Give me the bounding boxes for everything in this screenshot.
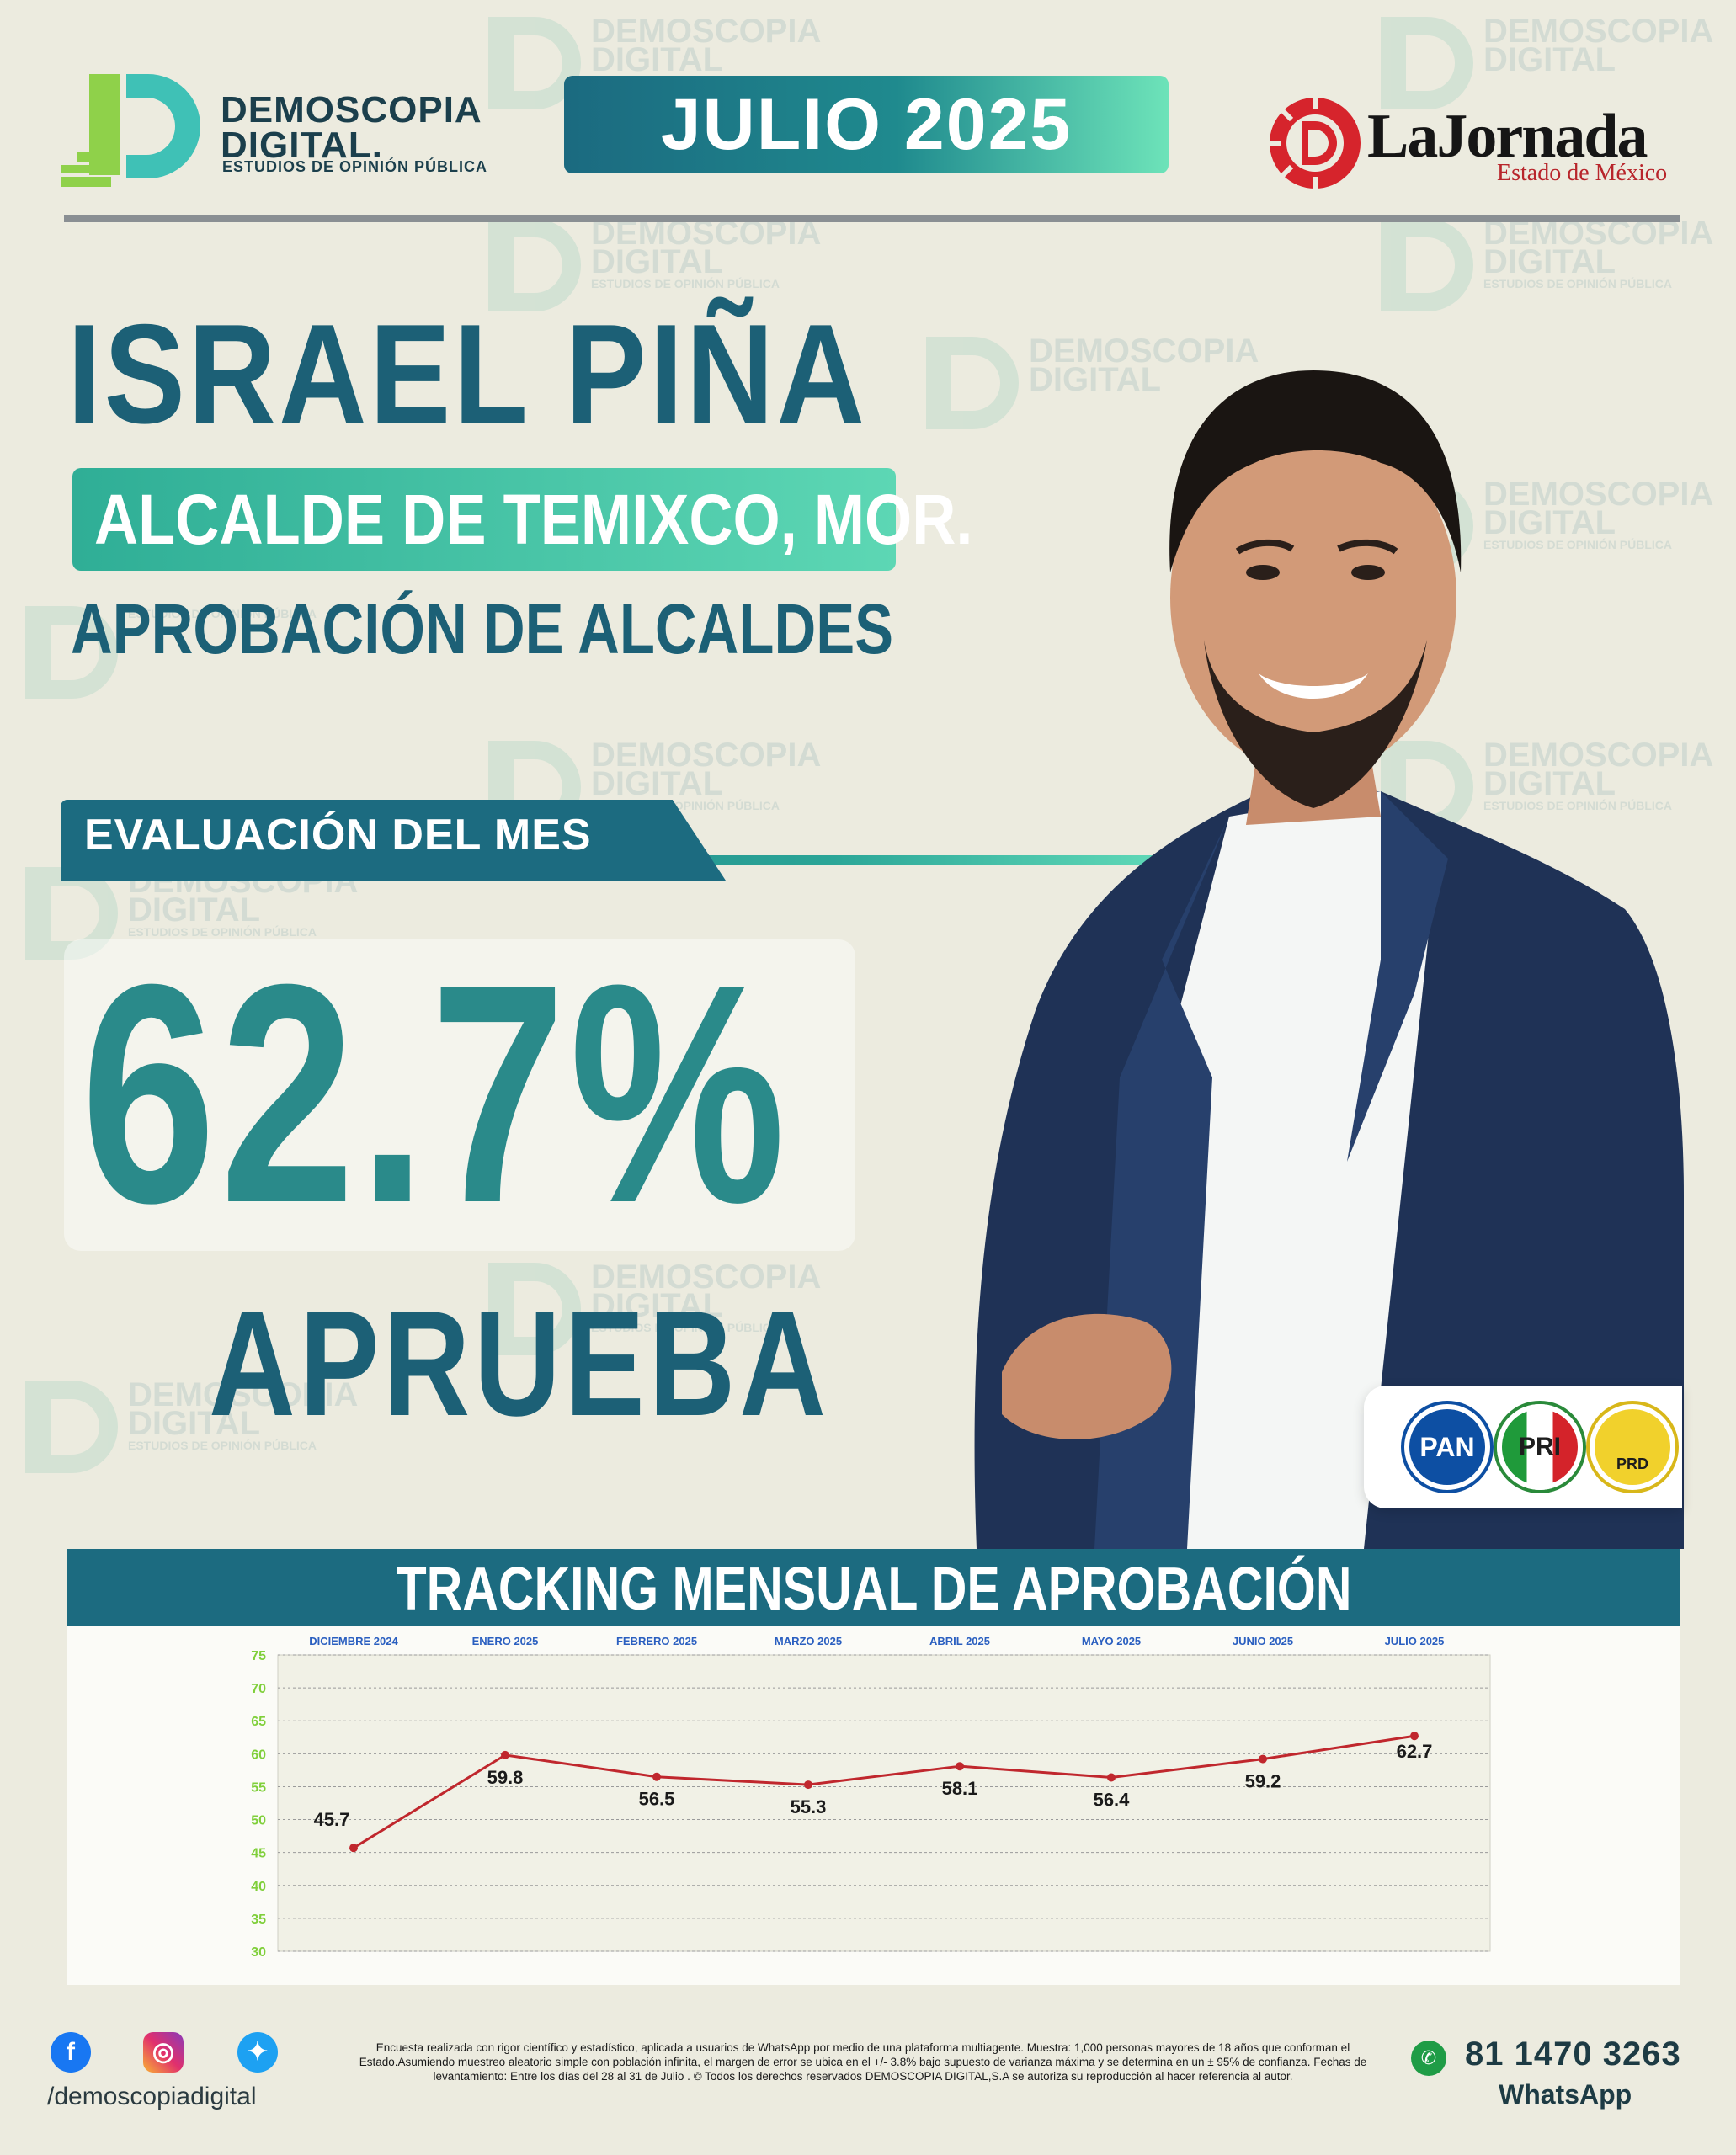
data-point: [501, 1750, 509, 1759]
whatsapp-label: WhatsApp: [1499, 2079, 1632, 2110]
pan-logo-icon: PAN: [1404, 1404, 1490, 1490]
newspaper-name: LaJornada: [1367, 102, 1648, 171]
instagram-icon[interactable]: ◎: [143, 2032, 184, 2073]
watermark-logo: DEMOSCOPIA DIGITAL: [1381, 14, 1713, 109]
data-point: [1107, 1773, 1116, 1782]
data-point: [349, 1844, 358, 1853]
tracking-header: [67, 1549, 1680, 1626]
section-title: APROBACIÓN DE ALCALDES: [71, 589, 894, 668]
demoscopia-logo-icon: [61, 74, 200, 187]
header-divider: [64, 216, 1680, 222]
la-jornada-sun-icon: [1263, 91, 1361, 195]
data-point: [956, 1762, 964, 1771]
portrait-image: [974, 370, 1684, 1549]
data-label: 56.5: [639, 1789, 675, 1810]
x-category-label: ABRIL 2025: [929, 1635, 990, 1647]
x-category-label: ENERO 2025: [472, 1635, 539, 1647]
newspaper-region: Estado de México: [1497, 160, 1668, 186]
y-tick-label: 55: [251, 1780, 266, 1795]
data-label: 45.7: [314, 1809, 350, 1830]
whatsapp-phone[interactable]: 81 1470 3263: [1465, 2035, 1681, 2073]
y-tick-label: 50: [251, 1814, 266, 1828]
evaluation-label: EVALUACIÓN DEL MES: [84, 811, 592, 859]
x-category-label: MAYO 2025: [1082, 1635, 1141, 1647]
x-category-label: DICIEMBRE 2024: [309, 1635, 398, 1647]
y-tick-label: 40: [251, 1880, 266, 1894]
subject-name: ISRAEL PIÑA: [67, 295, 868, 453]
brand-tagline: ESTUDIOS DE OPINIÓN PÚBLICA: [222, 158, 488, 175]
y-tick-label: 75: [251, 1649, 266, 1663]
brand-name: DEMOSCOPIA DIGITAL.: [221, 89, 482, 166]
y-tick-label: 30: [251, 1945, 266, 1960]
prd-logo-icon: PRD: [1590, 1404, 1675, 1490]
y-tick-label: 65: [251, 1715, 266, 1729]
data-label: 58.1: [942, 1778, 978, 1799]
data-point: [804, 1780, 812, 1790]
whatsapp-icon[interactable]: ✆: [1411, 2041, 1446, 2076]
approval-line-chart: 75 70 65 60 55 50 45 40 35 30 DICIEMBRE 2024 ENERO …: [251, 1635, 1491, 1960]
data-label: 55.3: [791, 1796, 827, 1817]
methodology-note: Encuesta realizada con rigor científico …: [359, 2041, 1367, 2083]
approval-verdict: APRUEBA: [209, 1280, 830, 1447]
x-category-label: FEBRERO 2025: [616, 1635, 697, 1647]
data-label: 56.4: [1094, 1789, 1131, 1810]
pri-logo-icon: PRI: [1497, 1404, 1583, 1490]
y-tick-label: 60: [251, 1748, 266, 1762]
x-category-label: JULIO 2025: [1385, 1635, 1445, 1647]
role-banner: [72, 468, 896, 571]
data-label: 59.8: [487, 1767, 524, 1788]
tracking-title: TRACKING MENSUAL DE APROBACIÓN: [396, 1556, 1352, 1623]
data-label: 59.2: [1245, 1771, 1281, 1792]
twitter-icon[interactable]: ✦: [237, 2032, 278, 2073]
series-line: [353, 1734, 1415, 1849]
y-tick-label: 70: [251, 1682, 266, 1696]
x-category-label: JUNIO 2025: [1233, 1635, 1293, 1647]
data-point: [1410, 1732, 1419, 1741]
social-handle: /demoscopiadigital: [47, 2083, 257, 2110]
approval-value: 62.7%: [81, 920, 790, 1268]
y-tick-label: 45: [251, 1847, 266, 1861]
subject-role: ALCALDE DE TEMIXCO, MOR.: [94, 480, 973, 559]
x-category-label: MARZO 2025: [775, 1635, 842, 1647]
plot-area: [277, 1654, 1491, 1952]
data-point: [1259, 1754, 1267, 1764]
facebook-icon[interactable]: f: [51, 2032, 91, 2073]
month-badge: JULIO 2025: [564, 76, 1169, 173]
data-point: [652, 1772, 661, 1781]
evaluation-tab: [61, 800, 726, 881]
watermark-logo: DEMOSCOPIA DIGITAL ESTUDIOS DE OPINIÓN PÚB…: [1381, 216, 1713, 311]
approval-card: [64, 939, 855, 1251]
y-tick-label: 35: [251, 1913, 266, 1927]
data-label: 62.7: [1397, 1741, 1433, 1762]
